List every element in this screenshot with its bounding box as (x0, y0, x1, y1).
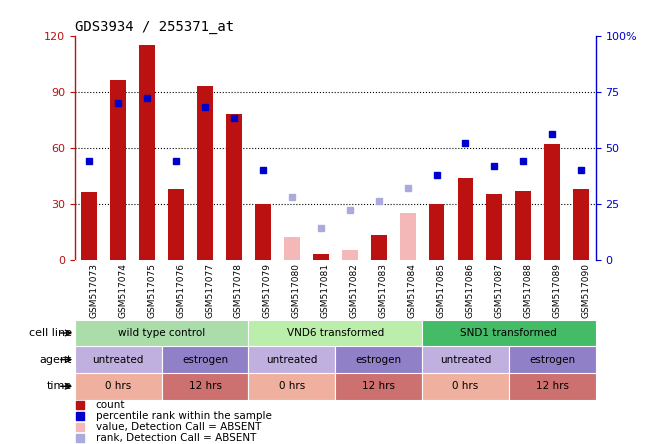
Text: cell line: cell line (29, 328, 72, 338)
Text: estrogen: estrogen (355, 355, 402, 365)
Text: GDS3934 / 255371_at: GDS3934 / 255371_at (75, 20, 234, 35)
Text: GSM517083: GSM517083 (379, 263, 387, 318)
Bar (422, 320, 596, 346)
Text: GSM517086: GSM517086 (465, 263, 475, 318)
Text: GSM517084: GSM517084 (408, 263, 417, 317)
Text: rank, Detection Call = ABSENT: rank, Detection Call = ABSENT (96, 433, 256, 444)
Bar (544, 144, 561, 260)
Bar (161, 346, 249, 373)
Text: untreated: untreated (440, 355, 491, 365)
Bar (139, 45, 155, 260)
Text: GSM517088: GSM517088 (523, 263, 533, 318)
Bar (249, 346, 335, 373)
Bar (486, 194, 503, 260)
Text: 0 hrs: 0 hrs (105, 381, 132, 391)
Text: GSM517080: GSM517080 (292, 263, 301, 318)
Text: GSM517075: GSM517075 (147, 263, 156, 318)
Text: 0 hrs: 0 hrs (279, 381, 305, 391)
Bar (313, 254, 329, 260)
Text: count: count (96, 400, 125, 410)
Bar (516, 190, 531, 260)
Text: estrogen: estrogen (182, 355, 228, 365)
Text: GSM517079: GSM517079 (263, 263, 272, 318)
Text: GSM517087: GSM517087 (494, 263, 503, 318)
Text: wild type control: wild type control (118, 328, 205, 338)
Text: value, Detection Call = ABSENT: value, Detection Call = ABSENT (96, 422, 261, 432)
Text: GSM517077: GSM517077 (205, 263, 214, 318)
Bar (284, 237, 300, 260)
Bar (370, 235, 387, 260)
Bar (110, 80, 126, 260)
Bar (226, 114, 242, 260)
Text: SND1 transformed: SND1 transformed (460, 328, 557, 338)
Bar (255, 204, 271, 260)
Bar (197, 86, 213, 260)
Text: GSM517090: GSM517090 (581, 263, 590, 318)
Bar (342, 250, 357, 260)
Text: GSM517085: GSM517085 (437, 263, 445, 318)
Text: GSM517073: GSM517073 (89, 263, 98, 318)
Bar (574, 189, 589, 260)
Text: GSM517089: GSM517089 (552, 263, 561, 318)
Bar (249, 373, 335, 400)
Text: GSM517081: GSM517081 (321, 263, 330, 318)
Bar (168, 189, 184, 260)
Text: 12 hrs: 12 hrs (536, 381, 569, 391)
Bar (422, 346, 509, 373)
Text: 12 hrs: 12 hrs (189, 381, 221, 391)
Text: time: time (46, 381, 72, 391)
Text: untreated: untreated (92, 355, 144, 365)
Text: percentile rank within the sample: percentile rank within the sample (96, 411, 271, 421)
Text: GSM517078: GSM517078 (234, 263, 243, 318)
Bar (400, 213, 415, 260)
Bar (458, 178, 473, 260)
Bar (509, 373, 596, 400)
Bar (422, 373, 509, 400)
Text: untreated: untreated (266, 355, 318, 365)
Text: GSM517074: GSM517074 (118, 263, 127, 317)
Bar (75, 373, 161, 400)
Bar (335, 346, 422, 373)
Bar (161, 373, 249, 400)
Text: GSM517076: GSM517076 (176, 263, 185, 318)
Bar (75, 346, 161, 373)
Bar (249, 320, 422, 346)
Bar (75, 320, 249, 346)
Bar (428, 204, 445, 260)
Text: agent: agent (39, 355, 72, 365)
Text: estrogen: estrogen (529, 355, 575, 365)
Text: VND6 transformed: VND6 transformed (286, 328, 384, 338)
Bar (509, 346, 596, 373)
Text: 12 hrs: 12 hrs (362, 381, 395, 391)
Text: 0 hrs: 0 hrs (452, 381, 478, 391)
Bar (81, 193, 97, 260)
Bar (335, 373, 422, 400)
Text: GSM517082: GSM517082 (350, 263, 359, 317)
